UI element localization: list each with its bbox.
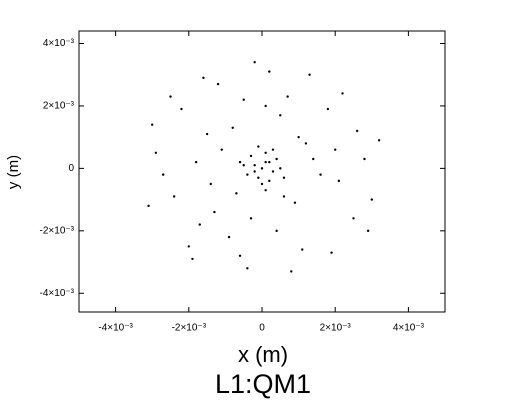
point <box>268 179 271 183</box>
point <box>363 157 366 161</box>
point <box>275 229 278 233</box>
point <box>264 104 267 108</box>
point <box>279 167 282 170</box>
point <box>312 157 315 161</box>
point <box>246 267 249 270</box>
point <box>260 167 264 170</box>
point <box>257 145 260 148</box>
x-tick-label: 2×10⁻³ <box>320 323 352 334</box>
point <box>253 164 256 167</box>
x-tick-label: -4×10⁻³ <box>98 323 133 334</box>
point <box>209 182 212 186</box>
point <box>249 154 253 158</box>
point <box>337 179 341 183</box>
point <box>151 123 154 126</box>
point <box>216 82 220 86</box>
point <box>194 160 198 164</box>
point <box>301 248 304 251</box>
point <box>268 160 271 164</box>
point <box>161 173 165 176</box>
y-axis-label: y (m) <box>5 155 22 189</box>
point <box>260 182 264 186</box>
point <box>304 142 308 145</box>
point <box>231 126 234 129</box>
point <box>334 148 337 151</box>
point <box>282 195 286 198</box>
point <box>297 135 300 139</box>
point <box>366 229 370 233</box>
point <box>268 70 271 73</box>
point <box>242 98 245 101</box>
point <box>264 160 267 164</box>
point <box>213 210 216 214</box>
chart-title: L1:QM1 <box>215 369 311 399</box>
point <box>235 192 238 195</box>
point <box>282 176 286 179</box>
y-tick-label: -2×10⁻³ <box>40 225 75 236</box>
y-tick-label: 4×10⁻³ <box>43 38 75 49</box>
y-tick-label: -4×10⁻³ <box>40 288 75 299</box>
point <box>279 114 282 117</box>
point <box>154 151 158 154</box>
point <box>180 107 183 111</box>
x-tick-label: 4×10⁻³ <box>393 323 425 334</box>
point <box>253 61 256 64</box>
point <box>249 217 253 220</box>
point <box>319 173 322 176</box>
point <box>169 95 172 98</box>
x-tick-label: -2×10⁻³ <box>172 323 207 334</box>
point <box>355 129 359 133</box>
point <box>264 189 267 192</box>
point <box>264 151 267 154</box>
point <box>238 254 242 257</box>
point <box>275 157 278 161</box>
point <box>220 148 223 151</box>
x-tick-label: 0 <box>259 323 265 334</box>
y-tick-label: 0 <box>68 163 74 174</box>
point <box>257 176 260 179</box>
point <box>191 257 194 261</box>
point <box>286 95 289 98</box>
point <box>290 270 293 273</box>
plot-frame <box>78 30 446 313</box>
point <box>271 170 275 173</box>
point <box>330 251 333 254</box>
point <box>377 139 381 142</box>
point <box>242 164 245 167</box>
point <box>308 73 311 76</box>
point <box>202 76 205 80</box>
y-tick-label: 2×10⁻³ <box>43 101 75 112</box>
point <box>352 217 355 220</box>
point <box>187 245 190 248</box>
point <box>246 173 249 176</box>
point <box>147 204 150 208</box>
point <box>370 198 373 201</box>
point <box>172 195 176 198</box>
point <box>253 170 256 173</box>
point <box>227 235 231 239</box>
point <box>238 160 242 164</box>
point <box>205 132 209 136</box>
point <box>326 107 330 111</box>
x-axis-label: x (m) <box>238 342 288 367</box>
point <box>293 201 297 204</box>
point <box>341 92 344 95</box>
point <box>198 223 201 226</box>
point <box>271 148 275 151</box>
